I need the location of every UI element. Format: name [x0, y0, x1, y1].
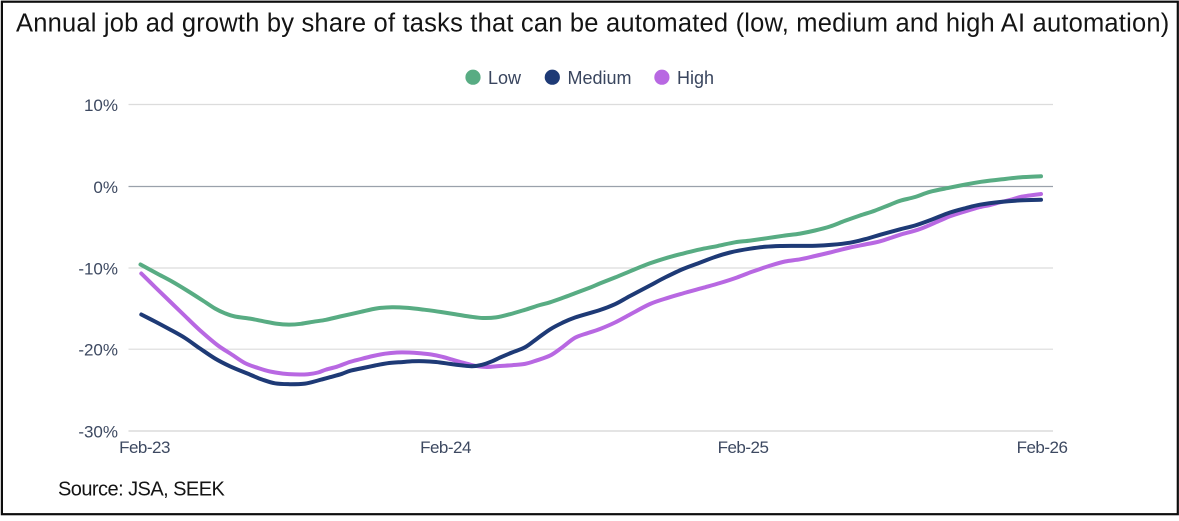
svg-text:Annual job ad growth by share: Annual job ad growth by share of tasks t…: [16, 10, 1169, 38]
svg-text:Feb-23: Feb-23: [119, 438, 170, 457]
svg-text:10%: 10%: [84, 96, 118, 115]
svg-text:Feb-24: Feb-24: [420, 438, 471, 457]
svg-text:High: High: [677, 68, 714, 88]
svg-text:-20%: -20%: [78, 341, 118, 360]
svg-text:-30%: -30%: [78, 423, 118, 442]
svg-text:Feb-25: Feb-25: [718, 438, 769, 457]
svg-text:Source: JSA, SEEK: Source: JSA, SEEK: [58, 479, 225, 501]
svg-text:Medium: Medium: [568, 68, 632, 88]
svg-text:Feb-26: Feb-26: [1017, 438, 1068, 457]
svg-text:0%: 0%: [93, 178, 118, 197]
svg-text:-10%: -10%: [78, 260, 118, 279]
svg-text:Low: Low: [488, 68, 522, 88]
